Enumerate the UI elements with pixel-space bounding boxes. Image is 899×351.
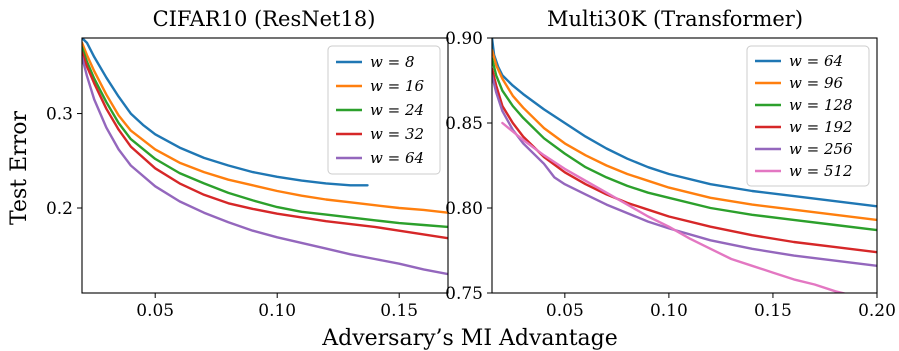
series-line-w64 [492,38,877,208]
legend-label-w32: w = 32 [370,125,424,143]
legend: w = 64 w = 96 w = 128 w = 192 w = 256 w = 512 [746,45,870,187]
x-tick-label: 0.15 [754,301,792,321]
series-group [492,38,877,293]
y-tick-label: 0.3 [46,105,73,125]
x-tick-label: 0.05 [546,301,584,321]
legend-label-w64: w = 64 [370,149,424,167]
series-group [82,38,448,276]
legend-frame [746,45,870,187]
legend-frame [327,45,441,175]
chart-title-cifar10: CIFAR10 (ResNet18) [153,7,376,31]
shared-x-axis-label: Adversary’s MI Advantage [321,326,618,351]
series-line-w32 [82,51,448,240]
legend-label-w64: w = 64 [789,52,843,70]
legend-label-w8: w = 8 [370,53,415,71]
series-line-w256 [492,74,877,267]
plot-area-multi30k: 0.05 0.10 0.15 0.200.750.800.850.90w = 64w … [445,29,896,321]
x-tick-label: 0.05 [136,301,174,321]
legend-label-w24: w = 24 [370,101,424,119]
x-tick-label: 0.20 [858,301,896,321]
legend-label-w192: w = 192 [789,118,853,136]
series-line-w512 [501,121,848,293]
series-line-w24 [82,46,448,229]
plot-frame [491,37,878,294]
legend-label-w96: w = 96 [789,74,843,92]
series-line-w8 [82,38,369,187]
x-tick-label: 0.15 [380,301,418,321]
y-tick-label: 0.85 [445,114,483,134]
chart-panel-multi30k: Multi30K (Transformer) 0.05 0.10 0.15 0.20 0… [445,7,896,321]
series-line-w192 [492,67,877,254]
chart-panel-cifar10: CIFAR10 (ResNet18) 0.05 0.10 0.15 0.2 0.3 w =… [46,7,449,321]
x-tick-label: 0.10 [650,301,688,321]
plot-area-cifar10: 0.05 0.10 0.15 0.2 0.3 w = 8 w = 16 w = 24 w = 3… [46,37,449,321]
legend-label-w16: w = 16 [370,77,424,95]
y-tick-label: 0.90 [445,29,483,49]
series-line-w16 [82,41,448,214]
legend-label-w512: w = 512 [789,162,853,180]
shared-y-axis-label: Test Error [7,111,32,225]
legend-label-w256: w = 256 [789,140,853,158]
chart-title-multi30k: Multi30K (Transformer) [547,7,803,31]
plot-frame [81,37,449,294]
y-tick-label: 0.75 [445,284,483,304]
y-tick-label: 0.80 [445,199,483,219]
legend-label-w128: w = 128 [789,96,853,114]
legend: w = 8 w = 16 w = 24 w = 32 w = 64 [327,45,441,175]
series-line-w64 [82,55,448,276]
series-line-w96 [492,48,877,222]
series-line-w128 [492,57,877,232]
y-tick-label: 0.2 [46,199,73,219]
x-tick-label: 0.10 [258,301,296,321]
